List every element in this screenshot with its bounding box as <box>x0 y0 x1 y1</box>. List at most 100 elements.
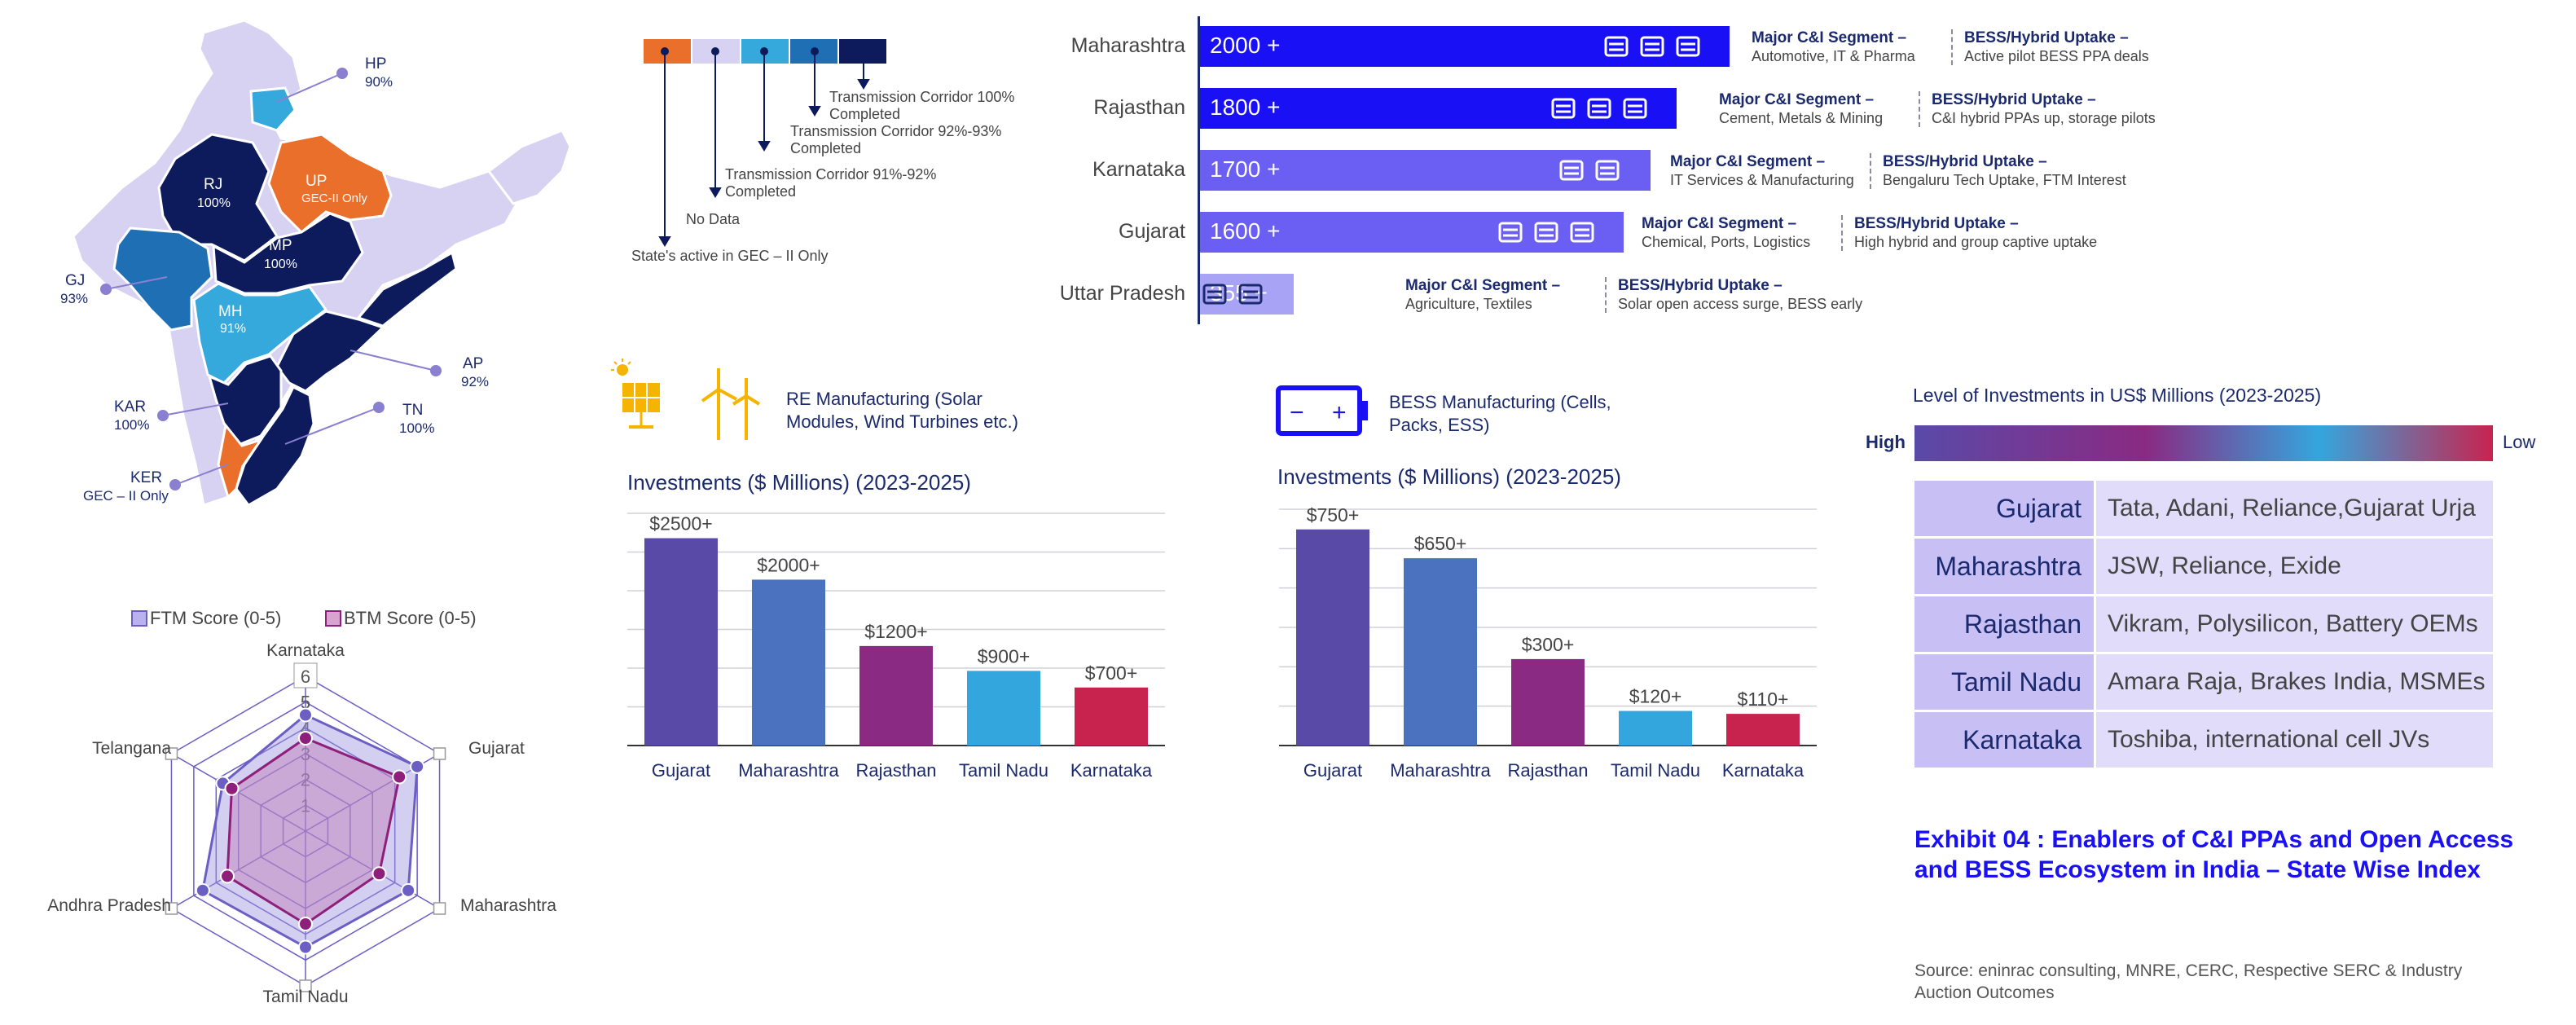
minecart-icon <box>1623 98 1647 119</box>
chemical-icon <box>1498 222 1523 243</box>
capacity-segment: Major C&I Segment – IT Services & Manufac… <box>1670 153 1854 189</box>
radar-ftm-point <box>195 882 210 898</box>
capacity-segment: Major C&I Segment – Cement, Metals & Mini… <box>1719 91 1883 127</box>
investment-title: Level of Investments in US$ Millions (20… <box>1913 385 2322 406</box>
radar-tick-label: 6 <box>301 666 310 687</box>
investment-gradient-bar <box>1914 425 2493 461</box>
map-region-mp <box>212 212 364 295</box>
bar <box>859 645 933 746</box>
bess-header-line1: BESS Manufacturing (Cells, <box>1389 392 1611 412</box>
map-label-hp-value: 90% <box>365 74 393 90</box>
capacity-icons <box>1558 156 1621 184</box>
battery-minus-sign: − <box>1290 399 1304 426</box>
capacity-value-label: 1700 + <box>1210 156 1281 182</box>
x-tick-label: Rajasthan <box>855 760 936 781</box>
map-region-ker <box>217 422 264 499</box>
radar-axis-label: Gujarat <box>468 739 525 758</box>
capacity-bar <box>1200 150 1651 191</box>
x-tick-label: Karnataka <box>1722 760 1805 781</box>
capacity-bess: BESS/Hybrid Uptake – High hybrid and grou… <box>1841 215 2097 251</box>
investment-table: Gujarat Tata, Adani, Reliance,Gujarat Urj… <box>1914 481 2493 770</box>
capacity-bess-sub: C&I hybrid PPAs up, storage pilots <box>1932 110 2156 126</box>
capacity-segment-title: Major C&I Segment – <box>1405 277 1561 294</box>
server-icon <box>1604 36 1629 57</box>
radar-legend-btm-swatch <box>325 610 341 627</box>
cement-truck-icon <box>1551 98 1576 119</box>
map-label-gj-code: GJ <box>65 272 85 289</box>
investment-players: JSW, Reliance, Exide <box>2096 539 2493 594</box>
capacity-state-label: Gujarat <box>1119 220 1185 243</box>
radar-btm-point <box>298 731 313 746</box>
radar-ftm-point <box>410 759 425 774</box>
capacity-bess-sub: Solar open access surge, BESS early <box>1618 296 1863 312</box>
map-region-gj <box>112 227 213 332</box>
investment-row: Gujarat Tata, Adani, Reliance,Gujarat Urj… <box>1914 481 2493 536</box>
re-header: RE Manufacturing (Solar Modules, Wind Tu… <box>786 388 1018 433</box>
capacity-bess-title: BESS/Hybrid Uptake – <box>1964 29 2129 46</box>
radar-ftm-point <box>298 707 313 723</box>
capacity-state-label: Karnataka <box>1092 158 1185 181</box>
map-label-ker-value: GEC – II Only <box>83 488 169 504</box>
solar-panel-icon <box>611 359 660 429</box>
radar-axis-marker <box>165 902 178 915</box>
radar-ftm-point <box>401 882 416 898</box>
bar <box>1511 658 1585 746</box>
map-label-mp-code: MP <box>269 237 292 254</box>
radar-axis-label: Karnataka <box>266 641 345 660</box>
legend-label-91-l1: Transmission Corridor 91%-92% <box>725 166 936 183</box>
india-map: HP 90% RJ 100% UP GEC-II Only MP 100% GJ… <box>60 19 570 507</box>
radar-legend-ftm-swatch <box>131 610 147 627</box>
capacity-segment-title: Major C&I Segment – <box>1752 29 1907 46</box>
capacity-segment-sub: Cement, Metals & Mining <box>1719 110 1884 126</box>
radar-tick-box <box>293 662 318 688</box>
radar-btm-point <box>298 917 313 931</box>
investment-state: Tamil Nadu <box>1914 654 2094 710</box>
radar-tick-label: 1 <box>301 795 310 816</box>
capacity-bess-sub: High hybrid and group captive uptake <box>1854 234 2098 250</box>
legend-label-92-l2: Completed <box>790 140 861 156</box>
map-label-kar-code: KAR <box>114 398 146 416</box>
truck-icon <box>1570 222 1594 243</box>
solar-wind-icons <box>611 359 660 429</box>
map-region-hp <box>249 86 297 132</box>
bar-value-label: $110+ <box>1738 688 1789 710</box>
map-label-tn-value: 100% <box>399 420 434 436</box>
re-header-line2: Modules, Wind Turbines etc.) <box>786 411 1018 432</box>
map-region-east <box>356 250 458 328</box>
capacity-bar <box>1200 212 1624 253</box>
bar <box>1404 558 1477 746</box>
capacity-segment-sub: Agriculture, Textiles <box>1405 296 1532 312</box>
capacity-segment: Major C&I Segment – Agriculture, Textiles <box>1405 277 1560 313</box>
source-note-line2: Auction Outcomes <box>1914 983 2055 1002</box>
map-region-rj <box>157 133 279 262</box>
radar-btm-point <box>224 781 240 796</box>
re-chart-title: Investments ($ Millions) (2023-2025) <box>627 470 971 495</box>
capacity-state-label: Maharashtra <box>1070 34 1185 57</box>
bar-value-label: $900+ <box>978 645 1031 666</box>
radar-axis-label: Andhra Pradesh <box>47 896 171 915</box>
capacity-icons <box>1201 280 1264 308</box>
capacity-segment-title: Major C&I Segment – <box>1670 153 1826 170</box>
map-region-kar <box>207 354 283 446</box>
capacity-bess-title: BESS/Hybrid Uptake – <box>1854 215 2019 232</box>
capacity-segment: Major C&I Segment – Chemical, Ports, Logi… <box>1642 215 1810 251</box>
radar-btm-point <box>371 866 387 882</box>
bar <box>967 671 1040 746</box>
capacity-segment-title: Major C&I Segment – <box>1642 215 1797 232</box>
capacity-segment-sub: Automotive, IT & Pharma <box>1752 48 1915 64</box>
map-label-rj-value: 100% <box>197 196 231 210</box>
map-label-rj-code: RJ <box>204 176 222 193</box>
capacity-bess-sub: Active pilot BESS PPA deals <box>1964 48 2149 64</box>
crane-icon <box>1534 222 1558 243</box>
capacity-state-label: Rajasthan <box>1093 96 1185 119</box>
capacity-chart: Maharashtra 2000 + Major C&I Segment – Auto… <box>1010 16 2167 330</box>
bar-value-label: $700+ <box>1085 662 1138 684</box>
radar-legend-btm-label: BTM Score (0-5) <box>344 608 477 628</box>
bar-value-label: $750+ <box>1307 504 1360 526</box>
radar-legend-ftm-label: FTM Score (0-5) <box>150 608 281 628</box>
source-note-line1: Source: eninrac consulting, MNRE, CERC, … <box>1914 961 2463 980</box>
battery-icon: − + <box>1276 385 1368 436</box>
wind-turbine-icon <box>701 368 761 440</box>
capacity-segment-title: Major C&I Segment – <box>1719 91 1875 108</box>
